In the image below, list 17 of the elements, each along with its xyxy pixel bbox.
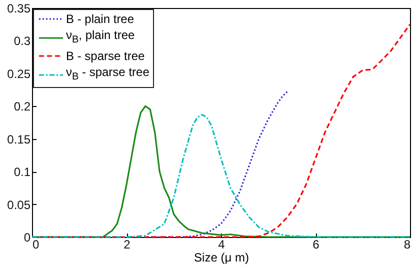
- y-tick-label: 0.2: [14, 100, 31, 114]
- legend-label: B - plain tree: [66, 11, 134, 27]
- x-tick-label: 2: [124, 238, 131, 252]
- y-tick-label: 0.25: [7, 66, 31, 81]
- legend-label: ν$_{B}$, plain tree: [66, 27, 135, 48]
- x-tick-label: 6: [312, 238, 320, 252]
- x-tick-label: 0: [32, 238, 40, 252]
- y-tick-label: 0.3: [14, 34, 31, 48]
- legend-label: B - sparse tree: [66, 48, 145, 64]
- y-tick-label: 0.1: [14, 165, 31, 180]
- x-tick-label: 4: [218, 238, 226, 252]
- legend-label: ν$_{B}$ - sparse tree: [66, 64, 150, 85]
- y-tick-label: 0.15: [7, 132, 31, 146]
- x-axis-title: Size (μ m): [194, 250, 249, 264]
- x-tick-label: 8: [404, 238, 411, 252]
- y-tick-label: 0.35: [7, 2, 31, 16]
- y-tick-label: 0.05: [7, 198, 31, 212]
